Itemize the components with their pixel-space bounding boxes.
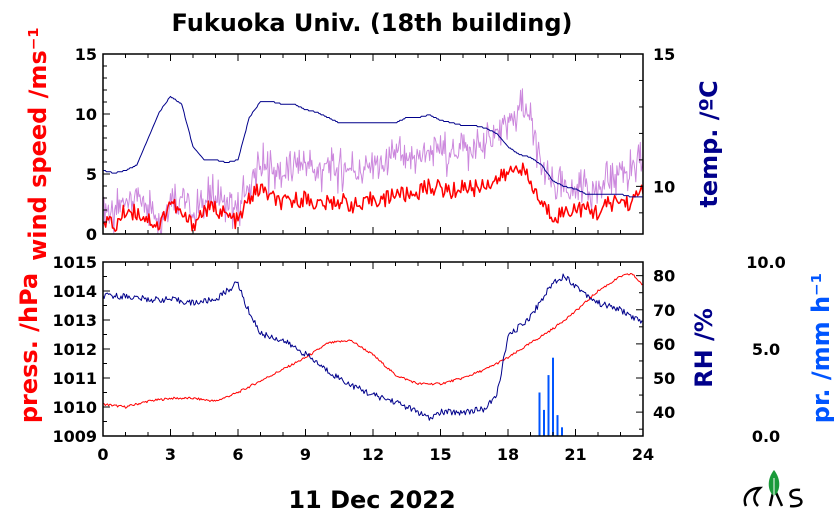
precipitation-axis-label: pr. /mm h⁻¹	[807, 273, 834, 423]
y-tick-label-left: 1013	[52, 311, 97, 330]
relative-humidity-line	[103, 273, 643, 421]
y-tick-label-right: 15	[653, 45, 675, 64]
precipitation-bar	[552, 357, 554, 436]
x-tick-label: 9	[300, 445, 311, 464]
precipitation-bar	[538, 392, 541, 436]
pressure-axis-label: press. /hPa	[15, 273, 43, 423]
x-tick-label: 0	[97, 445, 108, 464]
temperature-line	[103, 95, 643, 198]
y-tick-label-left: 10	[75, 105, 97, 124]
date-axis-label: 11 Dec 2022	[288, 486, 455, 514]
y-tick-label-left: 1012	[52, 340, 97, 359]
rh-axis-label: RH /%	[690, 308, 718, 388]
y-tick-label-precipitation: 10.0	[746, 253, 785, 272]
y-tick-label-left: 1015	[52, 253, 97, 272]
precipitation-bar	[556, 415, 559, 436]
wind-gust-line	[103, 88, 643, 234]
pressure-rh-panel: 0 3 6 9 12 15 18 21 24 1009 1010 1011 1012 1013 1014 10…	[52, 253, 785, 464]
logo-letter-s	[789, 488, 803, 508]
y-tick-label-left: 1011	[52, 369, 97, 388]
precipitation-bar	[561, 427, 563, 436]
precipitation-bar	[547, 375, 550, 436]
pressure-line	[103, 273, 643, 409]
plot-area	[103, 88, 643, 234]
y-tick-label-left: 1014	[52, 282, 97, 301]
plot-area	[103, 273, 643, 436]
temperature-axis-label: temp. /ºC	[695, 80, 723, 207]
y-tick-label-right: 70	[653, 301, 675, 320]
chart-title: Fukuoka Univ. (18th building)	[172, 9, 573, 37]
x-tick-label: 24	[632, 445, 654, 464]
x-tick-label: 3	[165, 445, 176, 464]
y-tick-label-left: 5	[86, 165, 97, 184]
axis-labels: wind speed /ms⁻¹ temp. /ºC press. /hPa R…	[15, 27, 834, 514]
x-tick-label: 12	[362, 445, 384, 464]
precipitation-bar	[543, 409, 545, 436]
y-tick-label-right: 40	[653, 403, 675, 422]
wind-temp-panel: 0 5 10 15 10 15	[75, 45, 676, 244]
y-tick-label-precipitation: 0.0	[752, 427, 780, 446]
logo-swirl-left	[743, 486, 764, 507]
y-tick-label-left: 15	[75, 45, 97, 64]
x-tick-label: 6	[232, 445, 243, 464]
y-tick-label-right: 60	[653, 335, 675, 354]
y-tick-label-precipitation: 5.0	[752, 340, 780, 359]
y-tick-label-right: 10	[653, 177, 675, 196]
y-tick-label-left: 1010	[52, 398, 97, 417]
institution-logo	[743, 470, 803, 508]
y-tick-label-right: 80	[653, 267, 675, 286]
wind-speed-axis-label: wind speed /ms⁻¹	[24, 27, 52, 261]
x-tick-label: 21	[564, 445, 586, 464]
y-tick-label-right: 50	[653, 369, 675, 388]
wind-speed-line	[103, 162, 643, 232]
x-tick-label: 18	[497, 445, 519, 464]
y-tick-label-left: 0	[86, 225, 97, 244]
x-tick-label: 15	[429, 445, 451, 464]
y-tick-label-left: 1009	[52, 427, 97, 446]
